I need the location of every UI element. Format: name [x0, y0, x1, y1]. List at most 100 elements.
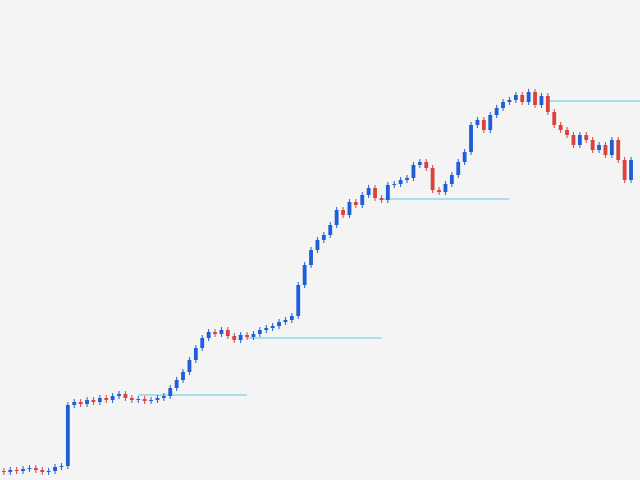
candle-body [565, 130, 569, 135]
candle-body [72, 402, 77, 405]
candle-body [456, 162, 461, 175]
candle-body [526, 92, 531, 102]
candle-body [488, 115, 493, 130]
candle-body [200, 338, 205, 348]
candle-body [91, 400, 96, 402]
candle-body [469, 125, 473, 152]
candle-body [53, 467, 57, 471]
candle-body [545, 96, 550, 112]
candle-body [270, 326, 275, 328]
candle-body [174, 380, 179, 388]
candle-body [142, 399, 147, 401]
candle-body [417, 162, 422, 165]
candle-body [65, 405, 70, 466]
candle-body [437, 190, 441, 192]
candle-body [161, 396, 166, 398]
candle-body [40, 470, 45, 472]
candle-body [21, 469, 25, 471]
candle-body [1, 471, 6, 472]
candle-body [296, 285, 301, 316]
candle-body [225, 330, 230, 336]
candle-body [347, 202, 352, 215]
candle-body [353, 202, 358, 205]
candle-body [315, 240, 320, 250]
candle-body [513, 95, 518, 100]
candle-body [443, 184, 448, 192]
candle-body [539, 96, 544, 105]
candle-body [289, 316, 294, 320]
candle-body [149, 400, 153, 401]
candle-body [251, 334, 256, 337]
candle-body [398, 180, 403, 184]
candle-body [533, 92, 537, 105]
candle-body [129, 398, 134, 400]
candle-body [603, 145, 608, 155]
candle-body [558, 125, 563, 130]
candle-body [507, 100, 512, 102]
candle-body [8, 470, 13, 472]
candle-body [136, 399, 141, 400]
candle-body [206, 332, 211, 338]
candle-body [238, 335, 243, 340]
candle-body [232, 336, 237, 340]
candle-body [46, 471, 51, 472]
candle-body [309, 250, 313, 265]
candle-body [104, 398, 109, 400]
candle-body [181, 372, 185, 380]
candle-body [360, 195, 365, 205]
candle-body [110, 396, 115, 400]
candle-body [494, 108, 499, 115]
candle-body [85, 400, 89, 404]
candle-body [155, 398, 160, 400]
candle-body [334, 210, 339, 225]
candle-body [341, 210, 345, 215]
candle-body [78, 402, 83, 404]
candle-body [321, 235, 326, 240]
candle-body [616, 140, 621, 160]
candle-body [475, 120, 480, 125]
candle-body [584, 135, 589, 140]
candle-body [277, 322, 281, 326]
candle-body [449, 175, 454, 184]
candle-body [14, 470, 19, 471]
candle-body [33, 468, 38, 470]
candle-body [97, 398, 102, 402]
candle-body [501, 102, 505, 108]
candle-body [168, 388, 173, 396]
candle-body [405, 178, 409, 180]
candle-body [424, 162, 429, 168]
candle-body [27, 468, 32, 469]
candle-body [219, 330, 224, 334]
candle-body [385, 185, 390, 200]
candle-body [462, 152, 467, 162]
candle-body [590, 140, 595, 150]
candle-body [187, 360, 192, 372]
candle-body [552, 112, 557, 125]
candle-body [373, 188, 377, 198]
candle-body [257, 330, 262, 334]
candle-body [430, 168, 435, 190]
candle-body [481, 120, 486, 130]
candle-body [520, 95, 525, 102]
candle-body [571, 135, 576, 145]
candle-body [264, 328, 269, 330]
candle-body [597, 145, 601, 150]
candle-body [379, 198, 384, 200]
candle-body [213, 332, 217, 334]
candle-body [629, 160, 633, 180]
candle-body [117, 394, 121, 396]
candle-body [245, 335, 249, 337]
candle-body [622, 160, 627, 180]
candle-body [302, 265, 307, 285]
candle-body [366, 188, 371, 195]
candle-body [328, 225, 333, 235]
candle-body [59, 466, 64, 467]
candle-body [123, 394, 128, 398]
candle-body [411, 165, 416, 178]
candle-body [283, 320, 288, 322]
candle-body [577, 135, 582, 145]
candle-body [609, 140, 614, 155]
candle-body [392, 184, 397, 185]
